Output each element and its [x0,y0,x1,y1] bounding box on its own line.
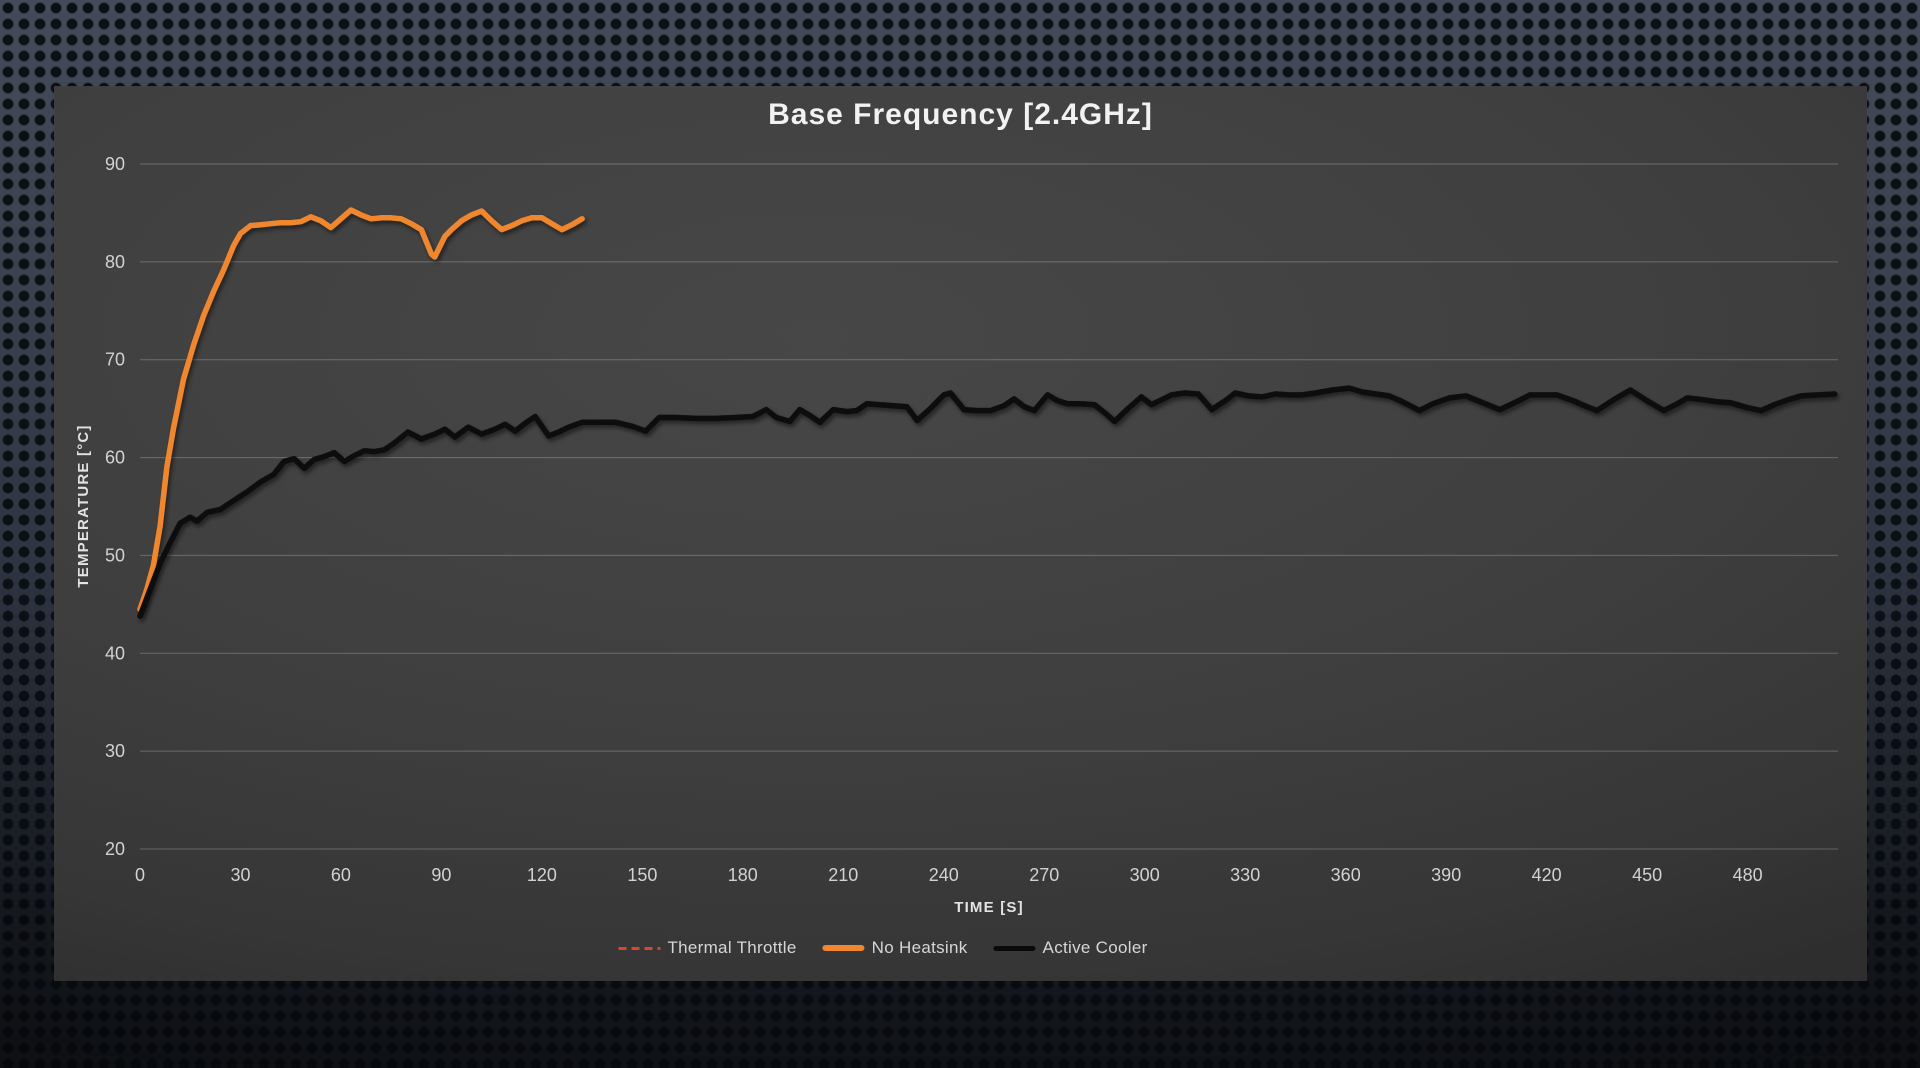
legend: Thermal Throttle No Heatsink Active Cool… [618,938,1147,958]
legend-item-active-cooler: Active Cooler [993,938,1148,958]
legend-item-no-heatsink: No Heatsink [822,938,968,958]
x-tick-label: 420 [1532,865,1562,885]
y-tick-label: 20 [105,839,125,859]
active-cooler-swatch-icon [993,945,1036,951]
y-tick-label: 30 [105,741,125,761]
x-tick-label: 180 [728,865,758,885]
y-tick-label: 50 [105,545,125,565]
x-tick-label: 390 [1431,865,1461,885]
tick-labels-layer: 20 30 40 50 60 70 80 90 0 30 60 90 120 150 180 210 240 27… [105,154,1763,885]
x-tick-label: 270 [1029,865,1059,885]
y-tick-label: 60 [105,448,125,468]
no-heatsink-swatch-icon [822,945,865,951]
x-tick-label: 60 [331,865,351,885]
active-cooler-line [137,385,1838,619]
plot-area: 20 30 40 50 60 70 80 90 0 30 60 90 120 150 180 210 240 27… [75,154,1838,916]
x-tick-label: 120 [527,865,557,885]
y-tick-label: 80 [105,252,125,272]
y-tick-label: 90 [105,154,125,174]
no-heatsink-line [137,207,585,613]
x-tick-label: 360 [1331,865,1361,885]
x-tick-label: 300 [1130,865,1160,885]
x-tick-label: 0 [135,865,145,885]
x-tick-label: 90 [431,865,451,885]
chart-title: Base Frequency [2.4GHz] [768,98,1153,131]
legend-label-active-cooler: Active Cooler [1042,938,1148,957]
x-tick-label: 210 [828,865,858,885]
series-layer [137,207,1838,619]
y-tick-label: 70 [105,350,125,370]
x-tick-label: 150 [627,865,657,885]
y-tick-label: 40 [105,643,125,663]
chart-panel: 20 30 40 50 60 70 80 90 0 30 60 90 120 150 180 210 240 27… [54,86,1867,981]
x-tick-label: 30 [230,865,250,885]
x-tick-label: 480 [1733,865,1763,885]
x-tick-label: 330 [1230,865,1260,885]
legend-item-thermal-throttle: Thermal Throttle [618,938,796,958]
thermal-throttle-swatch-icon [618,946,661,950]
x-axis-title: TIME [S] [954,899,1024,916]
legend-label-thermal-throttle: Thermal Throttle [667,938,797,957]
x-tick-label: 450 [1632,865,1662,885]
x-tick-label: 240 [929,865,959,885]
y-axis-title: TEMPERATURE [°C] [75,424,92,587]
gridlines-layer [140,163,1838,850]
legend-label-no-heatsink: No Heatsink [871,938,968,957]
